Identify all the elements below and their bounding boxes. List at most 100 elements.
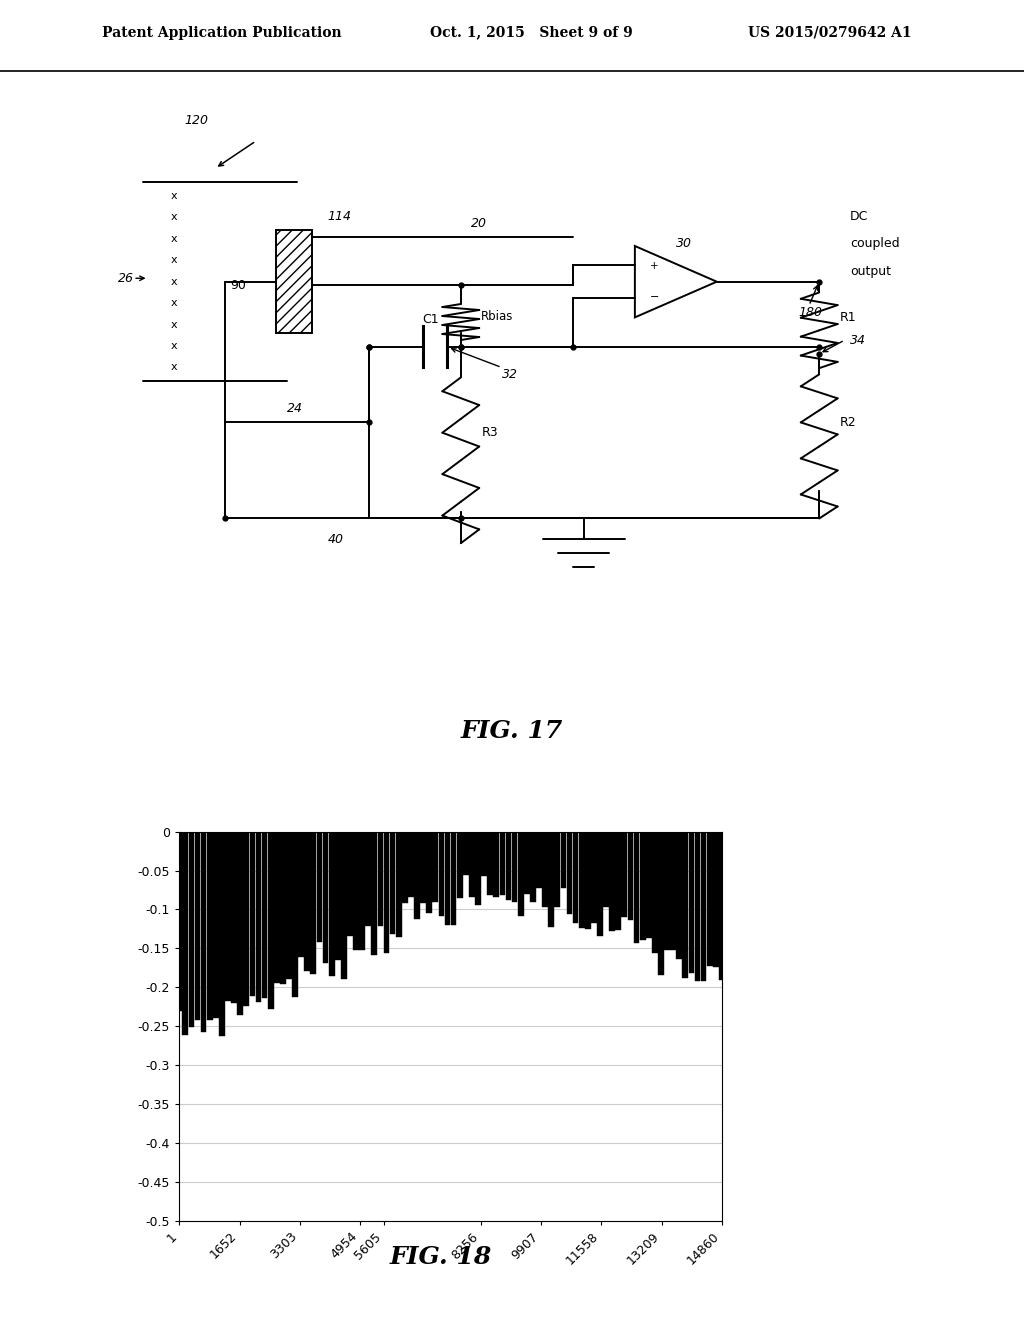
Bar <box>585 832 591 929</box>
Bar <box>316 832 323 942</box>
Bar <box>634 832 639 942</box>
Text: x: x <box>171 319 177 330</box>
Text: R2: R2 <box>840 416 856 429</box>
Bar <box>579 832 585 928</box>
Text: x: x <box>171 191 177 201</box>
Bar <box>500 832 505 895</box>
Bar <box>402 832 408 903</box>
Bar <box>554 832 560 907</box>
Bar <box>276 230 312 333</box>
Bar <box>195 832 201 1020</box>
Bar <box>298 832 304 957</box>
Text: x: x <box>171 298 177 308</box>
Bar <box>530 832 536 902</box>
Text: 120: 120 <box>184 114 208 127</box>
Text: x: x <box>171 277 177 286</box>
Bar <box>347 832 353 936</box>
Bar <box>628 832 633 920</box>
Bar <box>250 832 255 995</box>
Bar <box>390 832 395 933</box>
Text: 26: 26 <box>118 272 134 285</box>
Text: 180: 180 <box>799 306 822 319</box>
Bar <box>646 832 651 939</box>
Bar <box>426 832 432 913</box>
Bar <box>396 832 401 937</box>
Text: C1: C1 <box>422 313 438 326</box>
Bar <box>359 832 365 950</box>
Text: x: x <box>171 213 177 222</box>
Bar <box>286 832 292 979</box>
Bar <box>182 832 188 1035</box>
Text: coupled: coupled <box>850 238 899 251</box>
Bar <box>231 832 237 1003</box>
Text: 34: 34 <box>850 334 866 347</box>
Text: +: + <box>650 261 658 272</box>
Text: Rbias: Rbias <box>481 309 514 322</box>
Bar <box>310 832 316 974</box>
Bar <box>694 832 700 982</box>
Text: x: x <box>171 363 177 372</box>
Bar <box>475 832 481 906</box>
Bar <box>451 832 457 924</box>
Text: output: output <box>850 265 891 279</box>
Bar <box>384 832 389 953</box>
Bar <box>566 832 572 915</box>
Bar <box>719 832 725 979</box>
Bar <box>444 832 451 925</box>
Bar <box>506 832 511 899</box>
Bar <box>438 832 444 916</box>
Text: FIG. 17: FIG. 17 <box>461 719 563 743</box>
Bar <box>304 832 310 970</box>
Bar <box>201 832 207 1032</box>
Bar <box>378 832 383 925</box>
Bar <box>682 832 688 978</box>
Bar <box>652 832 657 953</box>
Bar <box>256 832 261 1002</box>
Bar <box>408 832 414 898</box>
Bar <box>543 832 548 907</box>
Bar <box>597 832 603 936</box>
Bar <box>207 832 213 1020</box>
Bar <box>335 832 341 960</box>
Bar <box>548 832 554 927</box>
Bar <box>591 832 597 923</box>
Text: 90: 90 <box>229 279 246 292</box>
Bar <box>280 832 286 985</box>
Bar <box>487 832 494 895</box>
Text: US 2015/0279642 A1: US 2015/0279642 A1 <box>748 25 911 40</box>
Bar <box>640 832 645 940</box>
Bar <box>481 832 487 876</box>
Bar <box>188 832 195 1027</box>
Bar <box>609 832 615 931</box>
Bar <box>238 832 243 1015</box>
Bar <box>512 832 517 902</box>
Text: FIG. 18: FIG. 18 <box>389 1245 492 1269</box>
Bar <box>273 832 280 982</box>
Text: −: − <box>650 292 659 302</box>
Bar <box>707 832 713 966</box>
Bar <box>244 832 249 1006</box>
Bar <box>572 832 579 923</box>
Text: 20: 20 <box>471 216 487 230</box>
Bar <box>414 832 420 919</box>
Bar <box>292 832 298 997</box>
Text: R3: R3 <box>481 426 498 440</box>
Text: 40: 40 <box>328 532 344 545</box>
Bar <box>323 832 329 962</box>
Bar <box>688 832 694 973</box>
Bar <box>615 832 622 929</box>
Text: Patent Application Publication: Patent Application Publication <box>102 25 342 40</box>
Bar <box>560 832 566 888</box>
Bar <box>213 832 219 1018</box>
Bar <box>469 832 475 896</box>
Bar <box>329 832 335 975</box>
Bar <box>176 832 182 1011</box>
Text: x: x <box>171 234 177 244</box>
Bar <box>353 832 358 950</box>
Text: DC: DC <box>850 210 868 223</box>
Bar <box>463 832 469 875</box>
Bar <box>420 832 426 903</box>
Bar <box>457 832 463 898</box>
Bar <box>524 832 529 894</box>
Text: Oct. 1, 2015   Sheet 9 of 9: Oct. 1, 2015 Sheet 9 of 9 <box>430 25 633 40</box>
